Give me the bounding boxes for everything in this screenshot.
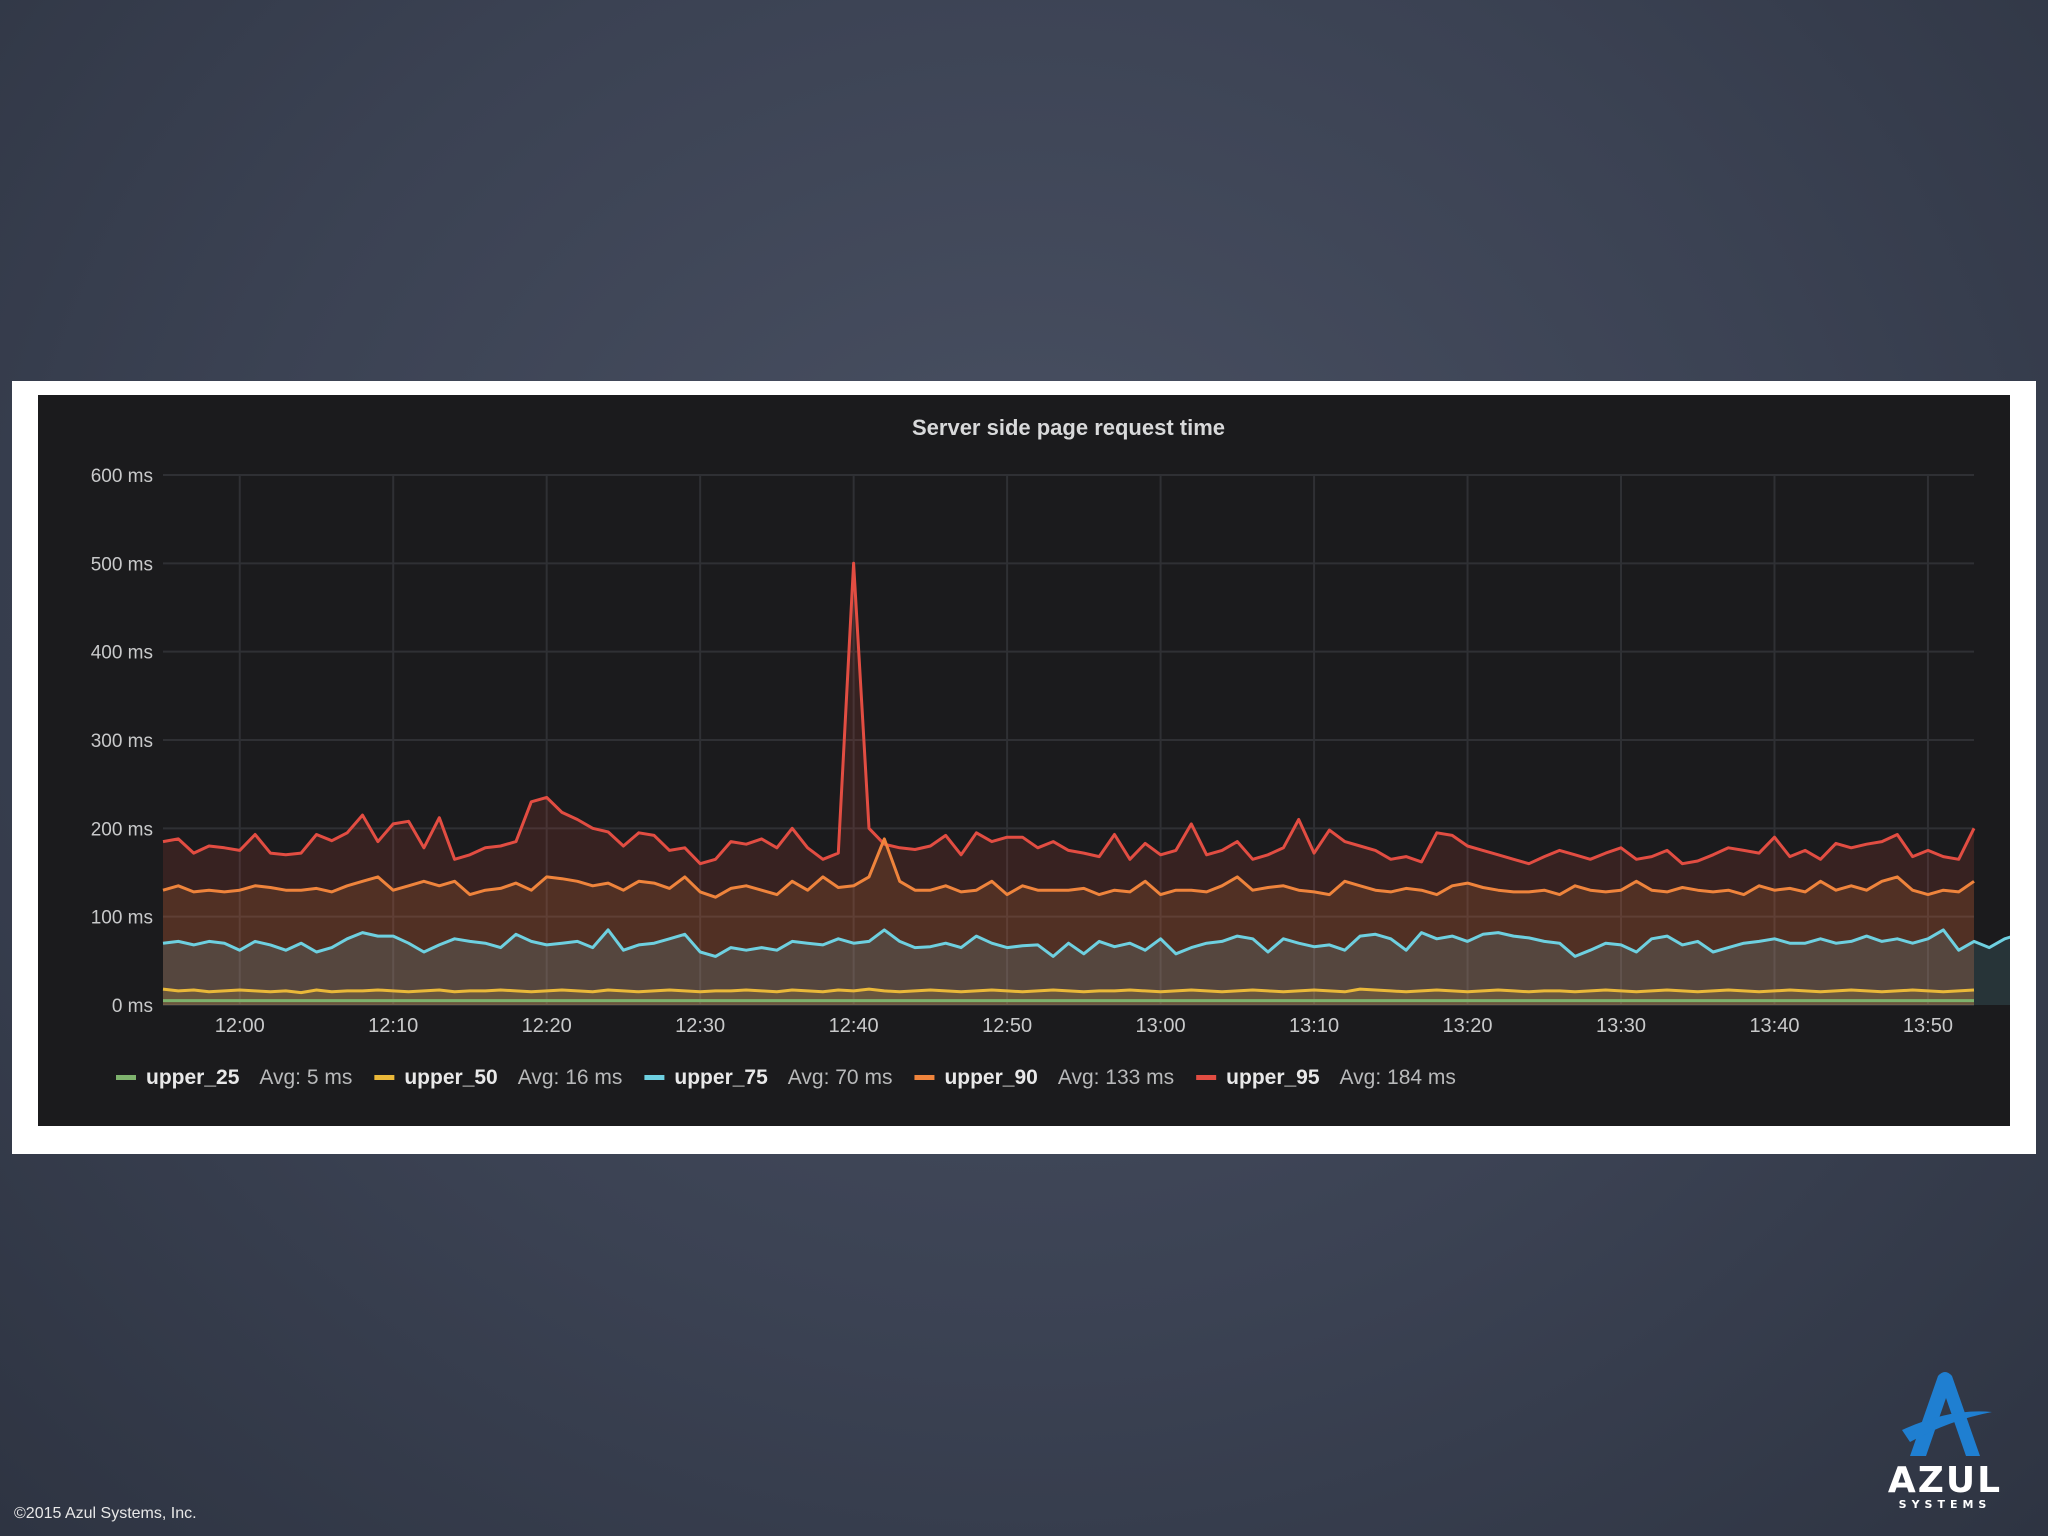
graph-panel: Server side page request time 0 ms 100 ms 2… (38, 395, 2010, 1126)
legend-name-upper_95: upper_95 (1226, 1066, 1320, 1089)
x-tick-label: 12:50 (982, 1015, 1032, 1037)
series-area-upper_75 (163, 929, 2010, 1005)
legend-swatch-upper_75 (644, 1075, 665, 1080)
azul-a-logo-icon (1902, 1372, 1992, 1456)
legend-avg-upper_95: Avg: 184 ms (1340, 1066, 1456, 1089)
y-tick-label: 500 ms (91, 554, 153, 575)
series-area-upper_95 (163, 563, 1974, 1005)
x-tick-label: 12:00 (215, 1015, 265, 1037)
legend-swatch-upper_90 (914, 1075, 935, 1080)
series-area-upper_90 (163, 838, 1974, 1005)
x-tick-label: 13:50 (1903, 1015, 1953, 1037)
request-time-chart: Server side page request time 0 ms 100 ms 2… (91, 415, 2010, 1089)
series-line-upper_95 (162, 561, 1976, 866)
logo-subtitle: SYSTEMS (1898, 1498, 1992, 1511)
y-tick-label: 600 ms (91, 466, 153, 487)
chart-title: Server side page request time (912, 415, 1225, 440)
legend-name-upper_90: upper_90 (944, 1066, 1037, 1089)
legend-swatch-upper_95 (1196, 1075, 1217, 1080)
azul-logo: AZUL SYSTEMS (1880, 1368, 2010, 1511)
series-line-upper_75 (162, 928, 2010, 958)
x-tick-label: 13:30 (1596, 1015, 1646, 1037)
series-line-upper_90 (162, 837, 1975, 899)
series-line-upper_50 (162, 987, 1975, 995)
y-tick-label: 200 ms (91, 819, 153, 840)
x-tick-label: 13:40 (1749, 1015, 1799, 1037)
legend-avg-upper_75: Avg: 70 ms (788, 1066, 893, 1089)
copyright-text: ©2015 Azul Systems, Inc. (14, 1505, 197, 1522)
y-tick-label: 400 ms (91, 643, 153, 664)
chart-panel-frame: Server side page request time 0 ms 100 ms 2… (12, 381, 2036, 1154)
legend-avg-upper_90: Avg: 133 ms (1058, 1066, 1174, 1089)
legend-swatch-upper_25 (116, 1075, 136, 1080)
x-tick-label: 13:00 (1136, 1015, 1186, 1037)
x-tick-label: 13:20 (1443, 1015, 1493, 1037)
legend-name-upper_25: upper_25 (146, 1066, 240, 1089)
y-tick-label: 300 ms (91, 731, 153, 752)
x-tick-label: 12:10 (368, 1015, 418, 1037)
x-tick-label: 12:20 (522, 1015, 572, 1037)
legend-avg-upper_25: Avg: 5 ms (259, 1066, 352, 1089)
legend-swatch-upper_50 (374, 1075, 395, 1080)
x-tick-label: 12:30 (675, 1015, 725, 1037)
logo-wordmark: AZUL (1887, 1460, 2003, 1501)
legend-avg-upper_50: Avg: 16 ms (518, 1066, 623, 1089)
x-tick-label: 13:10 (1289, 1015, 1339, 1037)
legend-name-upper_50: upper_50 (404, 1066, 497, 1089)
y-tick-label: 100 ms (91, 908, 153, 929)
x-tick-label: 12:40 (829, 1015, 879, 1037)
legend-name-upper_75: upper_75 (674, 1066, 768, 1089)
y-tick-label: 0 ms (112, 996, 153, 1017)
